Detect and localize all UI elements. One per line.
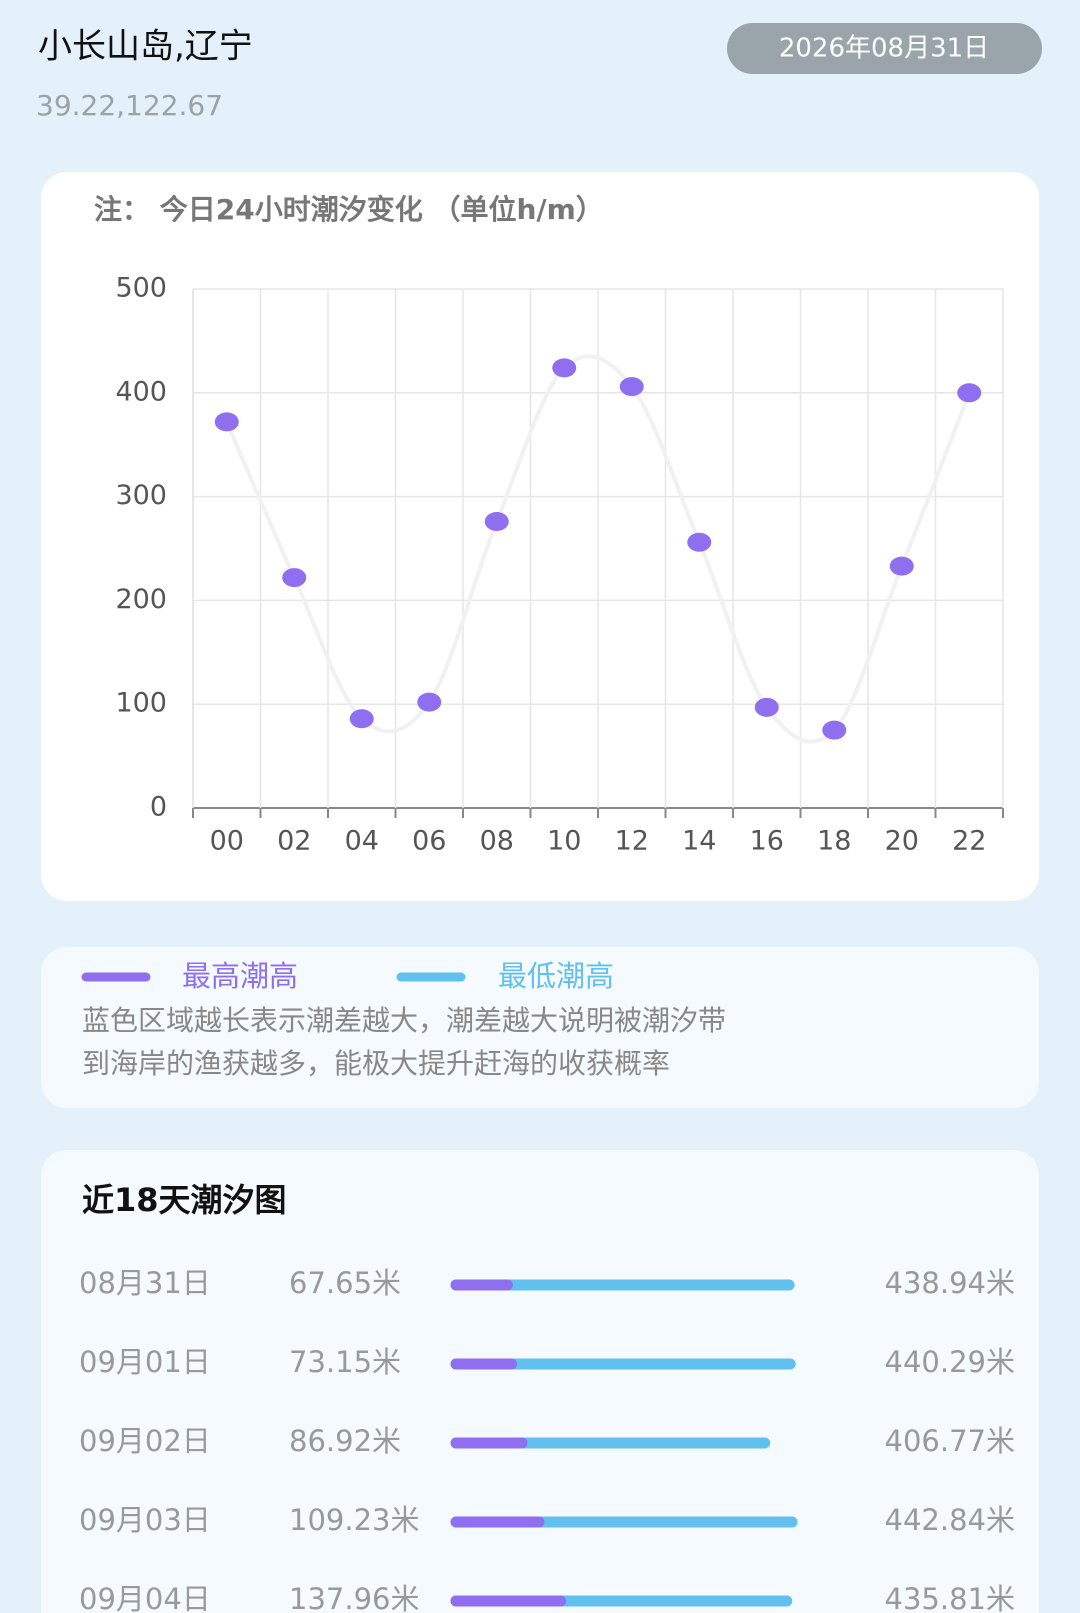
tide-line xyxy=(224,354,972,744)
legend-card xyxy=(41,947,1039,1108)
coordinates: 39.22,122.67 xyxy=(36,89,223,122)
x-tick-label: 16 xyxy=(750,826,784,857)
y-tick-label: 500 xyxy=(115,273,167,304)
list-title: 近18天潮汐图 xyxy=(82,1181,287,1219)
chart-title: 注： 今日24小时潮汐变化 （单位h/m） xyxy=(94,193,604,226)
row-high: 435.81米 xyxy=(885,1582,1015,1613)
x-tick-label: 02 xyxy=(277,826,311,857)
date: 2026年08月31日 xyxy=(779,34,989,64)
x-tick-label: 12 xyxy=(615,826,649,857)
tide-point xyxy=(822,720,847,740)
note-line: 到海岸的渔获越多，能极大提升赶海的收获概率 xyxy=(82,1047,670,1080)
tide-point xyxy=(754,697,779,717)
tide-point xyxy=(889,556,914,576)
x-tick-label: 20 xyxy=(885,826,919,857)
x-tick-label: 00 xyxy=(210,826,244,857)
row-high: 442.84米 xyxy=(885,1503,1015,1537)
legend-low: 最低潮高 xyxy=(498,959,614,993)
row-high: 440.29米 xyxy=(885,1345,1015,1379)
row-date: 09月02日 xyxy=(79,1424,211,1458)
tide-point xyxy=(214,412,239,432)
list-card xyxy=(41,1150,1039,1613)
row-high: 438.94米 xyxy=(885,1266,1015,1300)
row-low: 137.96米 xyxy=(289,1582,419,1613)
tide-point xyxy=(687,532,712,552)
row-date: 09月04日 xyxy=(79,1582,211,1613)
row-date: 09月01日 xyxy=(79,1345,211,1379)
row-date: 08月31日 xyxy=(79,1266,211,1300)
location: 小长山岛,辽宁 xyxy=(38,27,253,67)
y-tick-label: 100 xyxy=(115,688,167,719)
tide-point xyxy=(349,709,374,729)
x-tick-label: 08 xyxy=(480,826,514,857)
tide-point xyxy=(957,383,982,403)
tide-point xyxy=(417,692,442,712)
x-tick-label: 18 xyxy=(817,826,851,857)
y-tick-label: 300 xyxy=(115,480,167,511)
note-line: 蓝色区域越长表示潮差越大，潮差越大说明被潮汐带 xyxy=(82,1004,726,1037)
chart-card xyxy=(41,172,1039,901)
x-tick-label: 10 xyxy=(547,826,581,857)
x-tick-label: 04 xyxy=(345,826,379,857)
y-tick-label: 200 xyxy=(115,584,167,615)
row-low: 67.65米 xyxy=(289,1266,401,1300)
tide-point xyxy=(552,358,577,378)
x-tick-label: 06 xyxy=(412,826,446,857)
row-low: 109.23米 xyxy=(289,1503,419,1537)
tide-point xyxy=(484,512,509,532)
row-low: 86.92米 xyxy=(289,1424,401,1458)
row-high: 406.77米 xyxy=(885,1424,1015,1458)
tide-point xyxy=(282,568,307,588)
row-low: 73.15米 xyxy=(289,1345,401,1379)
y-tick-label: 400 xyxy=(115,376,167,407)
date-pill[interactable] xyxy=(727,23,1042,74)
x-tick-label: 22 xyxy=(952,826,986,857)
tide-point xyxy=(619,377,644,397)
y-tick-label: 0 xyxy=(150,792,167,823)
row-date: 09月03日 xyxy=(79,1503,211,1537)
legend-high: 最高潮高 xyxy=(182,959,298,993)
x-tick-label: 14 xyxy=(682,826,716,857)
